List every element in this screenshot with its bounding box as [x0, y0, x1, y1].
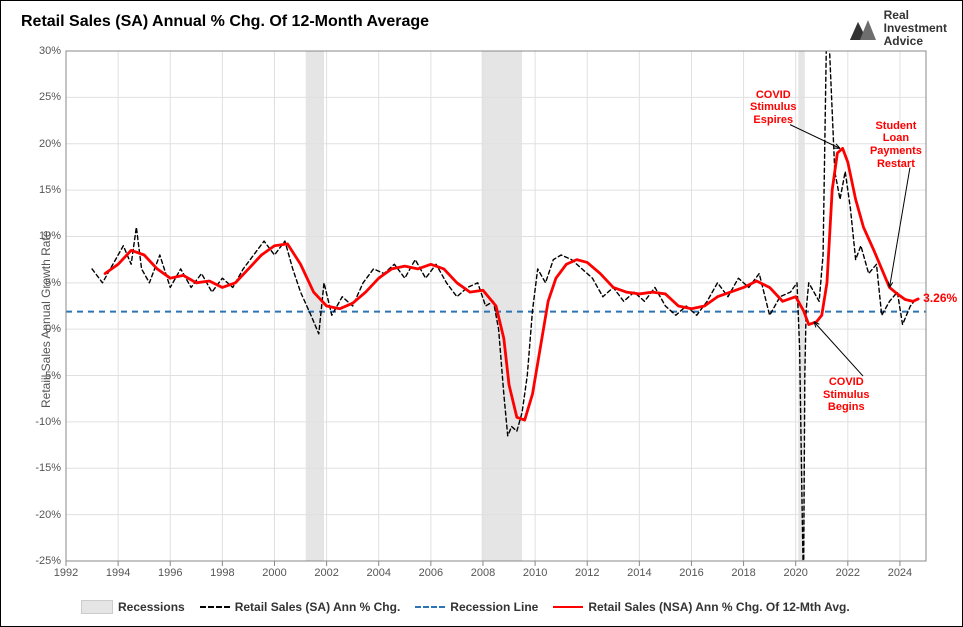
end-value-label: 3.26%	[923, 291, 957, 305]
x-tick: 1998	[210, 567, 234, 579]
legend-label: Retail Sales (SA) Ann % Chg.	[235, 600, 401, 614]
legend-item: Recession Line	[415, 600, 538, 614]
legend: Recessions Retail Sales (SA) Ann % Chg. Re…	[81, 600, 850, 614]
annotation: COVIDStimulusEspires	[750, 89, 796, 127]
legend-swatch	[200, 606, 230, 608]
legend-item: Recessions	[81, 600, 185, 614]
legend-swatch	[553, 606, 583, 608]
x-tick: 2006	[419, 567, 443, 579]
x-tick: 2012	[575, 567, 599, 579]
x-tick: 2002	[314, 567, 338, 579]
x-tick: 2014	[627, 567, 651, 579]
x-tick: 2004	[366, 567, 390, 579]
x-tick: 2020	[783, 567, 807, 579]
x-tick: 2022	[836, 567, 860, 579]
x-tick: 2018	[731, 567, 755, 579]
plot-area	[1, 1, 963, 566]
x-tick: 2000	[262, 567, 286, 579]
legend-swatch	[81, 600, 113, 614]
chart-container: Retail Sales (SA) Annual % Chg. Of 12-Mo…	[0, 0, 963, 627]
legend-item: Retail Sales (SA) Ann % Chg.	[200, 600, 401, 614]
legend-item: Retail Sales (NSA) Ann % Chg. Of 12-Mth …	[553, 600, 849, 614]
legend-label: Recessions	[118, 600, 185, 614]
legend-label: Retail Sales (NSA) Ann % Chg. Of 12-Mth …	[588, 600, 849, 614]
x-tick: 2008	[471, 567, 495, 579]
legend-swatch	[415, 606, 445, 608]
annotation: StudentLoanPaymentsRestart	[870, 120, 922, 171]
x-tick: 1992	[54, 567, 78, 579]
annotation: COVIDStimulusBegins	[823, 376, 869, 414]
x-tick: 2024	[888, 567, 912, 579]
x-tick: 2016	[679, 567, 703, 579]
legend-label: Recession Line	[450, 600, 538, 614]
x-tick: 2010	[523, 567, 547, 579]
x-tick: 1996	[158, 567, 182, 579]
x-tick: 1994	[106, 567, 130, 579]
